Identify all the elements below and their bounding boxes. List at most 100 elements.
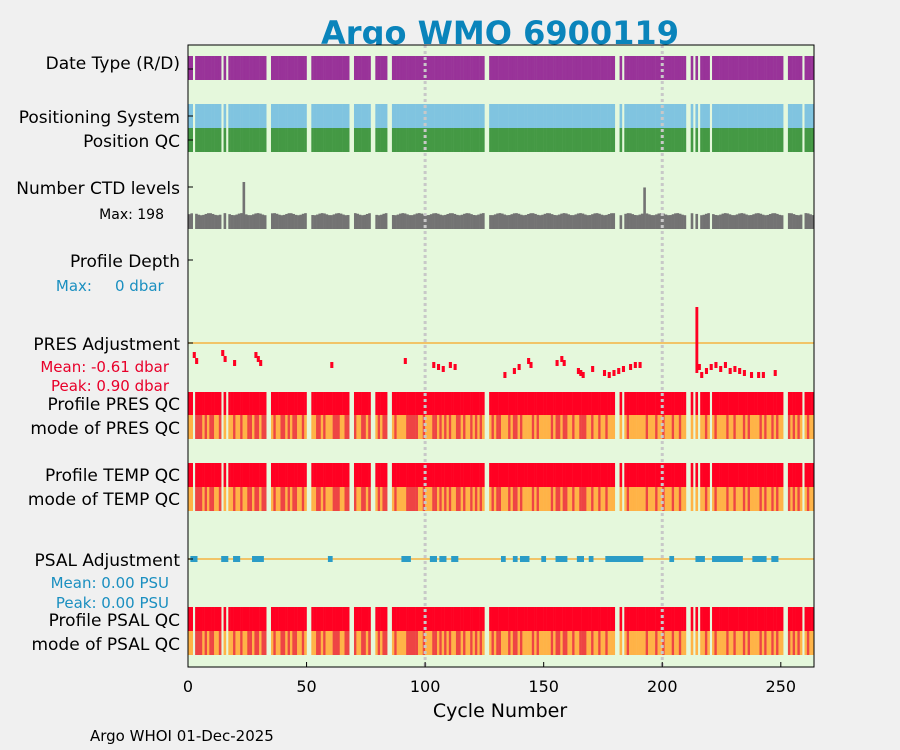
ctd-level-bar — [674, 213, 677, 229]
date-type-cell — [202, 56, 205, 80]
profile-pres-qc-cell — [441, 392, 445, 415]
pres-adjustment-point — [448, 362, 452, 368]
profile-temp-qc-cell — [605, 463, 608, 487]
date-type-cell — [716, 56, 720, 80]
profile-psal-qc-cell — [712, 607, 715, 631]
position-qc-cell — [403, 128, 407, 152]
profile-pres-qc-cell — [188, 392, 191, 415]
profile-psal-qc-cell — [629, 607, 632, 631]
profile-temp-qc-cell — [569, 463, 573, 487]
profile-pres-qc-cell — [538, 392, 542, 415]
position-qc-cell — [380, 128, 383, 152]
position-qc-cell — [408, 128, 412, 152]
mode-pres-qc-cell — [401, 415, 405, 439]
mode-pres-qc-cell — [446, 415, 450, 439]
psal-adjustment-segment — [605, 556, 644, 562]
date-type-cell — [259, 56, 262, 80]
mode-pres-qc-cell — [240, 415, 243, 439]
position-qc-cell — [479, 128, 483, 152]
position-qc-cell — [598, 128, 601, 152]
profile-temp-qc-cell — [436, 463, 440, 487]
profile-temp-qc-cell — [546, 463, 549, 487]
profile-temp-qc-cell — [735, 463, 739, 487]
ctd-level-bar — [600, 214, 604, 229]
positioning-system-cell — [299, 104, 303, 128]
profile-pres-qc-cell — [662, 392, 665, 415]
positioning-system-cell — [531, 104, 535, 128]
mode-psal-qc-cell — [728, 631, 732, 655]
date-type-cell — [332, 56, 336, 80]
mode-psal-qc-cell — [263, 631, 267, 655]
mode-psal-qc-cell — [586, 631, 589, 655]
ctd-level-bar — [244, 214, 248, 229]
mode-psal-qc-cell — [541, 631, 544, 655]
profile-pres-qc-cell — [534, 392, 537, 415]
profile-pres-qc-cell — [553, 392, 556, 415]
profile-psal-qc-cell — [787, 607, 791, 631]
mode-temp-qc-cell — [695, 487, 699, 511]
date-type-cell — [593, 56, 597, 80]
mode-pres-qc-cell — [368, 415, 371, 439]
mode-pres-qc-cell — [593, 415, 597, 439]
date-type-cell — [787, 56, 791, 80]
mode-pres-qc-cell — [543, 415, 547, 439]
position-qc-cell — [662, 128, 665, 152]
mode-temp-qc-cell — [278, 487, 281, 511]
positioning-system-cell — [612, 104, 616, 128]
profile-pres-qc-cell — [721, 392, 725, 415]
profile-pres-qc-cell — [242, 392, 246, 415]
date-type-cell — [228, 56, 231, 80]
ctd-level-bar — [522, 215, 525, 229]
profile-pres-qc-cell — [289, 392, 293, 415]
ctd-level-bar — [790, 213, 793, 229]
ctd-level-bar — [323, 213, 326, 229]
profile-temp-qc-cell — [538, 463, 542, 487]
profile-pres-qc-cell — [754, 392, 758, 415]
mode-pres-qc-cell — [204, 415, 208, 439]
ctd-level-bar — [237, 213, 241, 229]
date-type-cell — [391, 56, 395, 80]
position-qc-cell — [472, 128, 476, 152]
date-type-cell — [633, 56, 637, 80]
mode-temp-qc-cell — [415, 487, 419, 511]
date-type-cell — [560, 56, 563, 80]
mode-psal-qc-cell — [669, 631, 672, 655]
positioning-system-cell — [211, 104, 215, 128]
profile-temp-qc-cell — [275, 463, 279, 487]
mode-temp-qc-cell — [498, 487, 502, 511]
position-qc-cell — [572, 128, 575, 152]
profile-temp-qc-cell — [548, 463, 552, 487]
profile-psal-qc-cell — [399, 607, 402, 631]
mode-temp-qc-cell — [396, 487, 400, 511]
profile-pres-qc-cell — [240, 392, 243, 415]
mode-psal-qc-cell — [252, 631, 255, 655]
profile-psal-qc-cell — [600, 607, 604, 631]
profile-psal-qc-cell — [401, 607, 405, 631]
profile-temp-qc-cell — [218, 463, 222, 487]
mode-psal-qc-cell — [612, 631, 616, 655]
profile-temp-qc-cell — [740, 463, 744, 487]
mode-pres-qc-cell — [422, 415, 426, 439]
profile-psal-qc-cell — [211, 607, 215, 631]
profile-pres-qc-cell — [263, 392, 267, 415]
mode-psal-qc-cell — [235, 631, 239, 655]
mode-pres-qc-cell — [325, 415, 329, 439]
positioning-system-cell — [325, 104, 329, 128]
profile-pres-qc-cell — [666, 392, 670, 415]
positioning-system-cell — [512, 104, 516, 128]
profile-pres-qc-cell — [586, 392, 589, 415]
positioning-system-cell — [244, 104, 248, 128]
profile-pres-qc-cell — [282, 392, 286, 415]
ctd-level-bar — [638, 214, 642, 229]
date-type-strip — [188, 56, 815, 80]
ctd-level-bar — [252, 214, 255, 229]
ctd-level-bar — [339, 213, 343, 229]
position-qc-cell — [629, 128, 632, 152]
profile-temp-qc-cell — [420, 463, 423, 487]
profile-pres-qc-cell — [600, 392, 604, 415]
profile-psal-qc-cell — [695, 607, 699, 631]
profile-pres-qc-cell — [579, 392, 582, 415]
mode-psal-qc-cell — [754, 631, 758, 655]
mode-psal-qc-cell — [214, 631, 217, 655]
profile-temp-qc-cell — [280, 463, 284, 487]
